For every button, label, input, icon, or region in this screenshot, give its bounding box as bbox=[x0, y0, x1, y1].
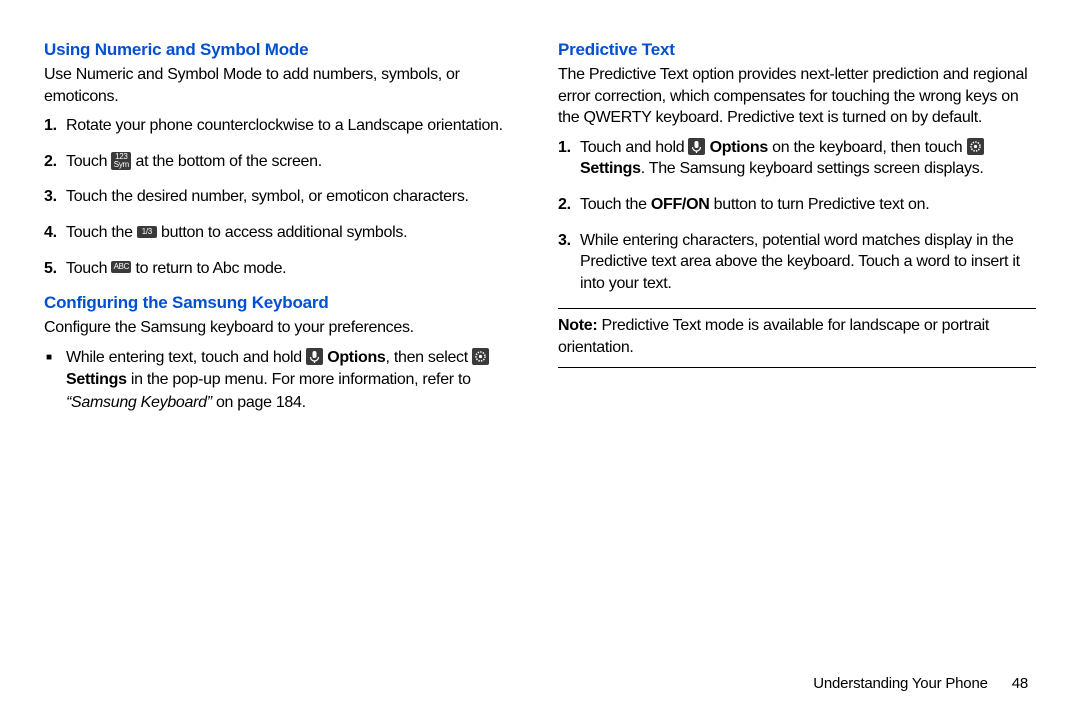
bullet-text: in the pop-up menu. bbox=[127, 371, 272, 388]
chapter-title: Understanding Your Phone bbox=[813, 675, 988, 692]
step-1: 1. Touch and hold Options on the keyboar… bbox=[580, 137, 1036, 180]
note-rule-top bbox=[558, 308, 1036, 309]
steps-predictive-text: 1. Touch and hold Options on the keyboar… bbox=[558, 137, 1036, 295]
step-text: button to turn Predictive text on. bbox=[709, 196, 929, 213]
step-text: on the keyboard, then touch bbox=[768, 139, 967, 156]
right-column: Predictive Text The Predictive Text opti… bbox=[558, 40, 1036, 414]
intro-predictive-text: The Predictive Text option provides next… bbox=[558, 64, 1036, 129]
step-text: While entering characters, potential wor… bbox=[580, 232, 1020, 292]
sym-123-icon: 123Sym bbox=[111, 152, 131, 170]
options-label: Options bbox=[327, 349, 385, 366]
step-number: 2. bbox=[558, 194, 571, 216]
step-number: 1. bbox=[558, 137, 571, 159]
note-text: Predictive Text mode is available for la… bbox=[558, 317, 989, 356]
mic-icon bbox=[306, 348, 323, 365]
off-on-label: OFF/ON bbox=[651, 196, 710, 213]
note-label: Note: bbox=[558, 317, 597, 334]
step-3: 3. Touch the desired number, symbol, or … bbox=[66, 186, 522, 208]
abc-icon: ABC bbox=[111, 261, 131, 273]
cross-reference: “Samsung Keyboard” bbox=[66, 394, 212, 411]
step-1: 1. Rotate your phone counterclockwise to… bbox=[66, 115, 522, 137]
heading-numeric-symbol: Using Numeric and Symbol Mode bbox=[44, 40, 522, 60]
step-text: Touch the bbox=[66, 224, 137, 241]
step-number: 4. bbox=[44, 222, 57, 244]
settings-label: Settings bbox=[580, 160, 641, 177]
step-number: 5. bbox=[44, 258, 57, 280]
bullet-list: While entering text, touch and hold Opti… bbox=[44, 347, 522, 414]
page-footer: Understanding Your Phone 48 bbox=[813, 675, 1028, 692]
one-third-icon: 1/3 bbox=[137, 226, 157, 238]
settings-label: Settings bbox=[66, 371, 127, 388]
options-label: Options bbox=[710, 139, 768, 156]
note-rule-bottom bbox=[558, 367, 1036, 368]
step-text: Touch the desired number, symbol, or emo… bbox=[66, 188, 469, 205]
step-text: Rotate your phone counterclockwise to a … bbox=[66, 117, 503, 134]
step-text: . The Samsung keyboard settings screen d… bbox=[641, 160, 984, 177]
step-text: button to access additional symbols. bbox=[161, 224, 407, 241]
manual-page: Using Numeric and Symbol Mode Use Numeri… bbox=[0, 0, 1080, 720]
bullet-text: , then select bbox=[386, 349, 473, 366]
step-text: Touch bbox=[66, 260, 111, 277]
step-text: Touch the bbox=[580, 196, 651, 213]
gear-icon bbox=[967, 138, 984, 155]
step-3: 3. While entering characters, potential … bbox=[580, 230, 1036, 295]
bullet-text: on page 184. bbox=[212, 394, 306, 411]
step-text: Touch bbox=[66, 153, 111, 170]
bullet-text: For more information, refer to bbox=[272, 371, 471, 388]
step-4: 4. Touch the 1/3 button to access additi… bbox=[66, 222, 522, 244]
step-number: 3. bbox=[44, 186, 57, 208]
icon-line2: Sym bbox=[114, 160, 129, 169]
step-5: 5. Touch ABC to return to Abc mode. bbox=[66, 258, 522, 280]
step-text: at the bottom of the screen. bbox=[136, 153, 322, 170]
gear-icon bbox=[472, 348, 489, 365]
intro-configure-keyboard: Configure the Samsung keyboard to your p… bbox=[44, 317, 522, 339]
bullet-text: While entering text, touch and hold bbox=[66, 349, 306, 366]
left-column: Using Numeric and Symbol Mode Use Numeri… bbox=[44, 40, 522, 414]
heading-predictive-text: Predictive Text bbox=[558, 40, 1036, 60]
step-2: 2. Touch 123Sym at the bottom of the scr… bbox=[66, 151, 522, 173]
heading-configure-keyboard: Configuring the Samsung Keyboard bbox=[44, 293, 522, 313]
steps-numeric-symbol: 1. Rotate your phone counterclockwise to… bbox=[44, 115, 522, 279]
step-2: 2. Touch the OFF/ON button to turn Predi… bbox=[580, 194, 1036, 216]
step-number: 2. bbox=[44, 151, 57, 173]
bullet-item: While entering text, touch and hold Opti… bbox=[66, 347, 522, 414]
mic-icon bbox=[688, 138, 705, 155]
page-number: 48 bbox=[1012, 675, 1028, 692]
step-text: to return to Abc mode. bbox=[136, 260, 287, 277]
step-number: 1. bbox=[44, 115, 57, 137]
intro-numeric-symbol: Use Numeric and Symbol Mode to add numbe… bbox=[44, 64, 522, 107]
step-text: Touch and hold bbox=[580, 139, 688, 156]
note: Note: Predictive Text mode is available … bbox=[558, 315, 1036, 358]
two-column-layout: Using Numeric and Symbol Mode Use Numeri… bbox=[44, 40, 1036, 414]
step-number: 3. bbox=[558, 230, 571, 252]
